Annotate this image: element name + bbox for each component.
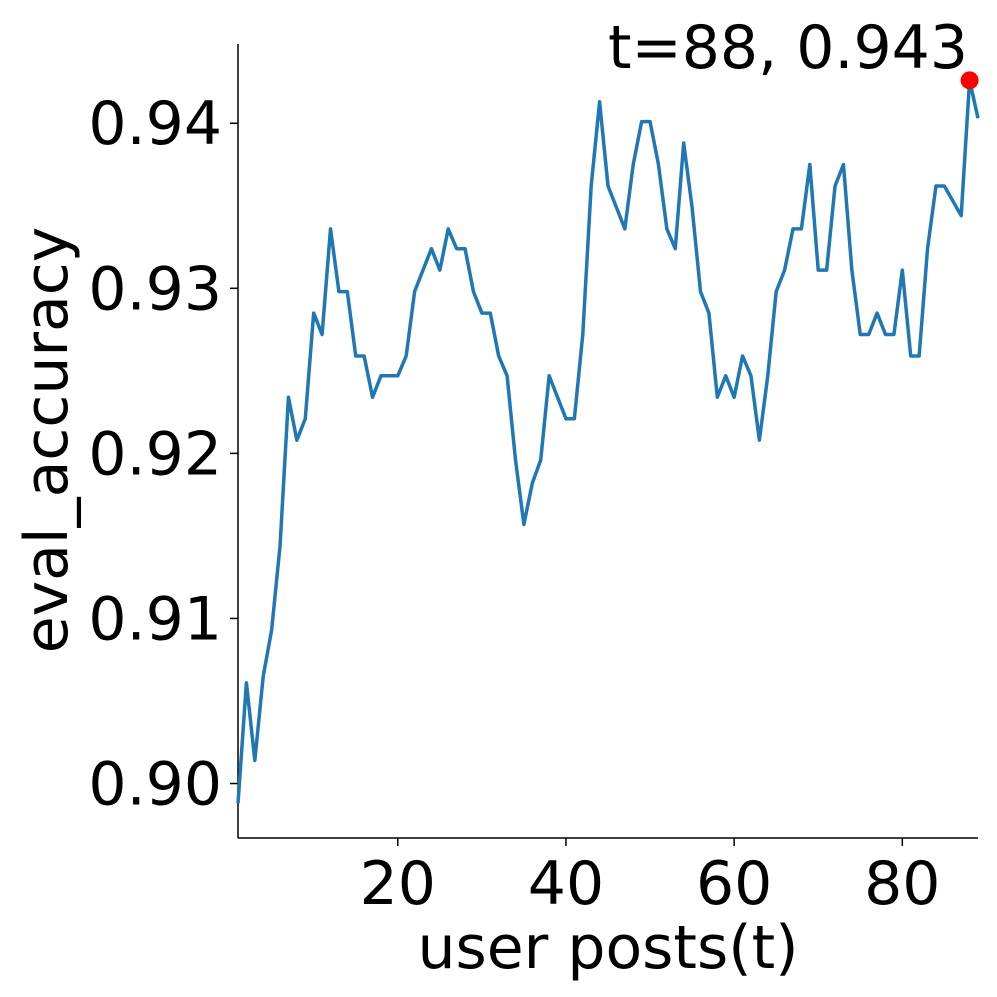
highlight-marker bbox=[960, 71, 979, 90]
data-line bbox=[236, 78, 980, 804]
y-tick-label: 0.90 bbox=[88, 750, 222, 820]
y-tick-label: 0.92 bbox=[88, 419, 222, 489]
annotation: t=88, 0.943 bbox=[608, 13, 968, 83]
y-tick-label: 0.94 bbox=[88, 89, 222, 159]
x-tick-label: 80 bbox=[864, 849, 940, 919]
x-tick-label: 40 bbox=[528, 849, 604, 919]
x-tick-label: 20 bbox=[360, 849, 436, 919]
y-axis-label: eval_accuracy bbox=[12, 227, 82, 654]
x-axis-label: user posts(t) bbox=[417, 913, 798, 983]
x-tick-label: 60 bbox=[696, 849, 772, 919]
y-tick-label: 0.91 bbox=[88, 584, 222, 654]
y-tick-label: 0.93 bbox=[88, 254, 222, 324]
